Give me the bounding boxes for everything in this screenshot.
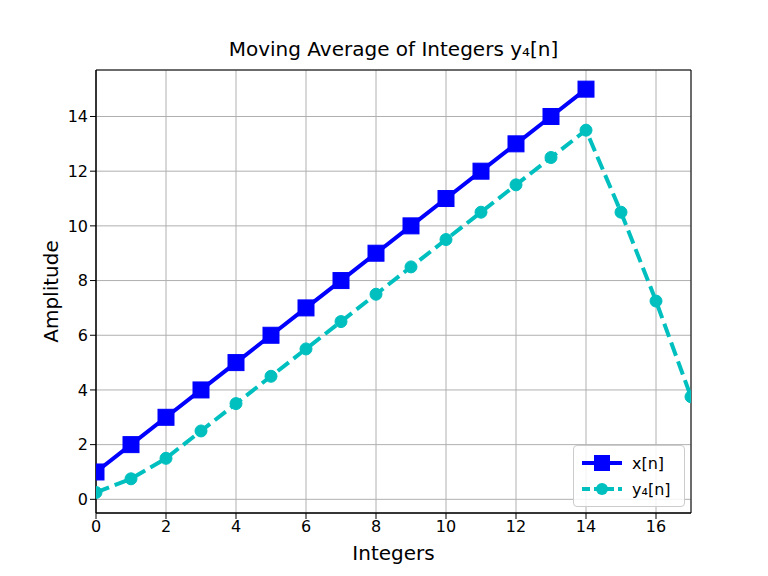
svg-text:10: 10: [436, 517, 456, 536]
html-text:x[n]: x[n]: [632, 453, 665, 473]
svg-text:14: 14: [68, 107, 88, 126]
svg-text:14: 14: [576, 517, 596, 536]
svg-text:2: 2: [78, 435, 88, 454]
svg-text:Integers: Integers: [352, 541, 434, 565]
svg-text:8: 8: [371, 517, 381, 536]
svg-text:12: 12: [506, 517, 526, 536]
svg-text:8: 8: [78, 271, 88, 290]
svg-text:Moving Average of Integers y₄[: Moving Average of Integers y₄[n]: [229, 37, 559, 61]
svg-text:6: 6: [301, 517, 311, 536]
svg-text:4: 4: [231, 517, 241, 536]
svg-text:0: 0: [78, 490, 88, 509]
html-text:y₄[n]: y₄[n]: [632, 479, 671, 499]
svg-text:2: 2: [161, 517, 171, 536]
svg-text:0: 0: [91, 517, 101, 536]
svg-text:4: 4: [78, 381, 88, 400]
svg-text:6: 6: [78, 326, 88, 345]
svg-text:12: 12: [68, 162, 88, 181]
svg-text:Amplitude: Amplitude: [39, 240, 63, 343]
svg-text:10: 10: [68, 217, 88, 236]
svg-text:16: 16: [646, 517, 666, 536]
